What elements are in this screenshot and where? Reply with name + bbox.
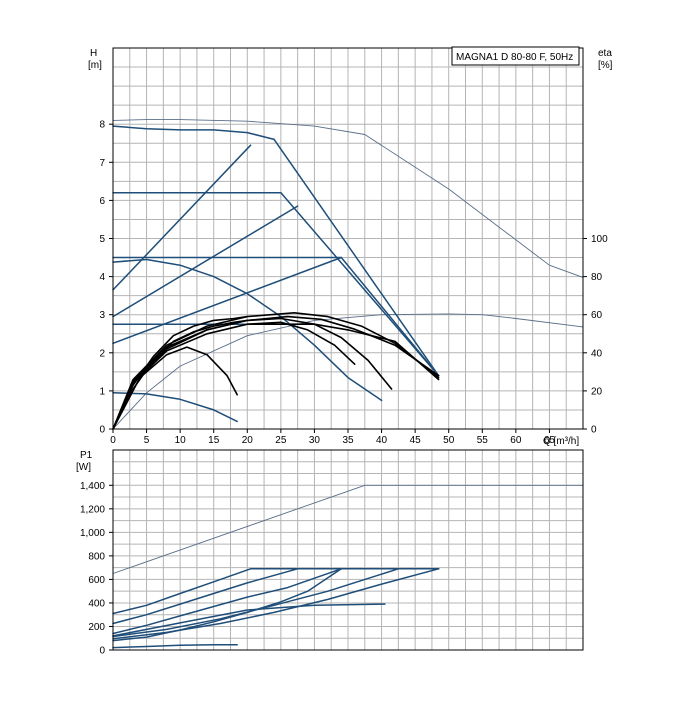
h-tick-label: 6 xyxy=(99,196,105,207)
h-tick-label: 4 xyxy=(99,272,105,283)
p1-curve-8 xyxy=(112,643,238,649)
h-curve-1 xyxy=(112,313,584,430)
title-box xyxy=(451,46,580,66)
h-curve-9 xyxy=(112,258,383,402)
q-tick-label: 30 xyxy=(309,435,321,446)
h-curve-0 xyxy=(112,119,584,278)
q-tick-label: 40 xyxy=(376,435,388,446)
p1-axis-label: P1 xyxy=(80,450,93,461)
p1-curve-1 xyxy=(112,568,440,615)
p1-tick-label: 1,200 xyxy=(80,504,105,515)
h-curve-2 xyxy=(112,125,275,141)
h-tick-label: 3 xyxy=(99,310,105,321)
p1-curve-6 xyxy=(112,603,386,637)
q-tick-label: 55 xyxy=(477,435,489,446)
h-tick-label: 1 xyxy=(99,386,105,397)
h-curve-19 xyxy=(246,323,440,381)
eta-tick-label: 60 xyxy=(591,310,603,321)
eta-tick-label: 80 xyxy=(591,272,603,283)
q-tick-label: 60 xyxy=(510,435,522,446)
h-curve-8 xyxy=(112,256,343,345)
p1-tick-label: 1,000 xyxy=(80,528,105,539)
h-curve-10 xyxy=(112,392,238,423)
p1-curve-0 xyxy=(112,484,584,574)
p1-tick-label: 200 xyxy=(88,622,105,633)
p1-tick-label: 1,400 xyxy=(80,481,105,492)
h-curve-4 xyxy=(112,192,440,377)
eta-tick-label: 40 xyxy=(591,348,603,359)
q-tick-label: 65 xyxy=(544,435,556,446)
p1-tick-label: 400 xyxy=(88,598,105,609)
p1-tick-label: 600 xyxy=(88,575,105,586)
h-axis-unit: [m] xyxy=(88,60,102,71)
chart-title: MAGNA1 D 80-80 F, 50Hz xyxy=(456,52,573,63)
p1-curve-7 xyxy=(112,568,343,642)
p1-curve-4 xyxy=(112,568,440,638)
q-tick-label: 15 xyxy=(208,435,220,446)
h-tick-label: 0 xyxy=(99,425,105,436)
h-tick-label: 5 xyxy=(99,234,105,245)
q-tick-label: 50 xyxy=(443,435,455,446)
h-curve-18 xyxy=(112,346,238,430)
p1-axis-unit: [W] xyxy=(76,462,91,473)
p1-plot-frame xyxy=(112,449,584,651)
p1-curve-3 xyxy=(112,568,440,635)
eta-axis-unit: [%] xyxy=(598,60,613,71)
q-tick-label: 35 xyxy=(342,435,354,446)
q-tick-label: 5 xyxy=(144,435,150,446)
p1-tick-label: 800 xyxy=(88,551,105,562)
eta-tick-label: 20 xyxy=(591,386,603,397)
p1-curve-2 xyxy=(112,568,440,625)
q-tick-label: 0 xyxy=(110,435,116,446)
h-tick-label: 8 xyxy=(99,120,105,131)
p1-tick-label: 0 xyxy=(99,646,105,657)
q-tick-label: 20 xyxy=(242,435,254,446)
h-curve-16 xyxy=(112,315,249,430)
eta-axis-label: eta xyxy=(598,48,612,59)
h-curve-7 xyxy=(112,205,299,318)
q-tick-label: 25 xyxy=(275,435,287,446)
q-tick-label: 45 xyxy=(410,435,422,446)
h-curve-3 xyxy=(273,138,440,377)
h-tick-label: 7 xyxy=(99,158,105,169)
h-tick-label: 2 xyxy=(99,348,105,359)
series-layer xyxy=(112,119,584,649)
h-curve-6 xyxy=(112,144,252,291)
q-tick-label: 10 xyxy=(175,435,187,446)
q-axis-label: Q [m³/h] xyxy=(543,436,579,447)
eta-tick-label: 100 xyxy=(591,234,608,245)
eta-tick-label: 0 xyxy=(591,425,597,436)
h-axis-label: H xyxy=(90,48,97,59)
